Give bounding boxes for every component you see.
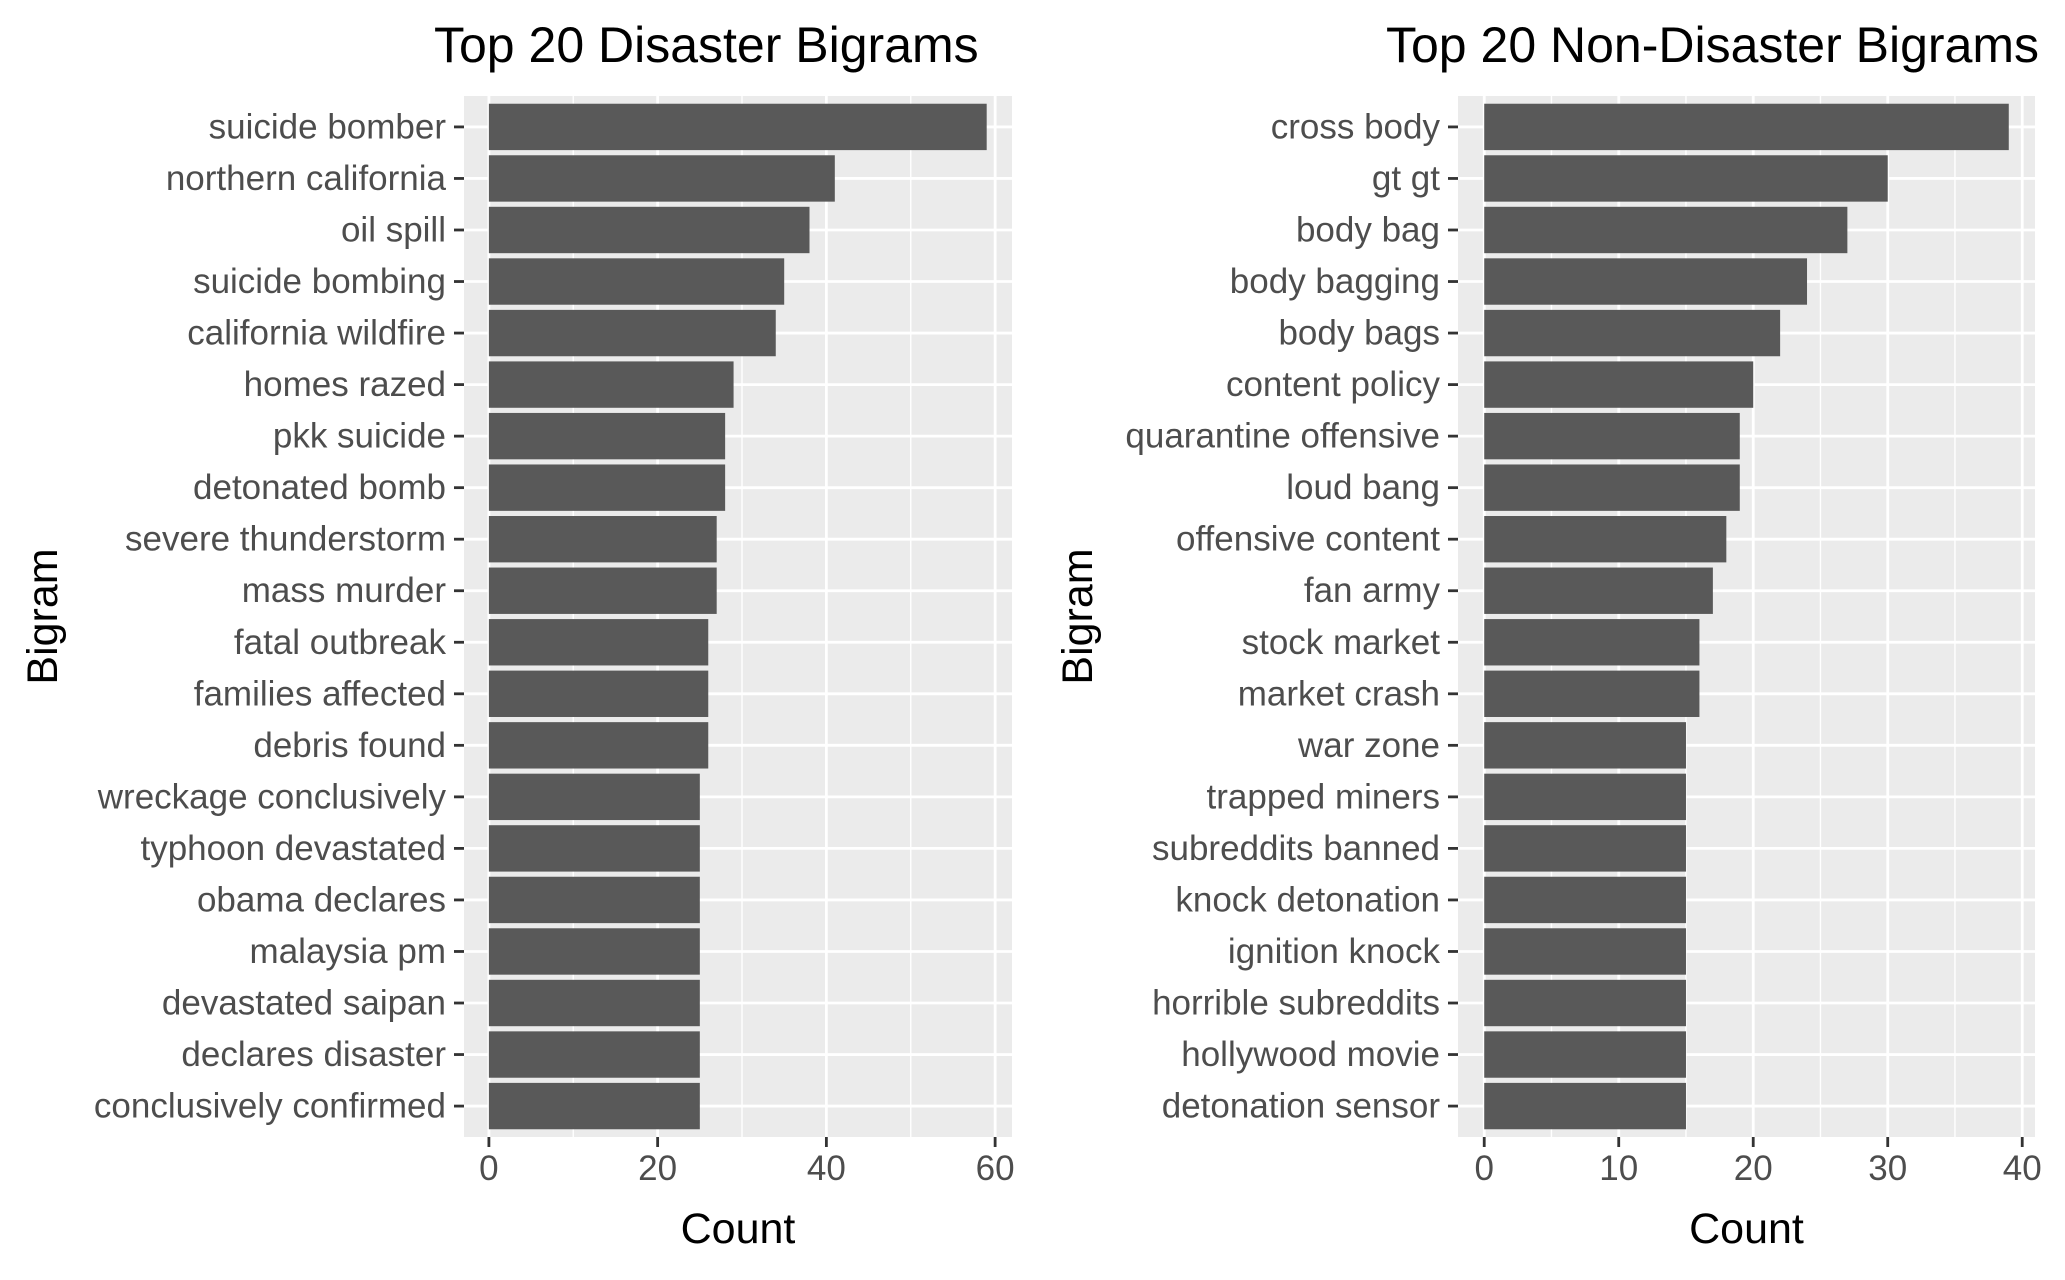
y-tick-label: knock detonation bbox=[1175, 880, 1440, 919]
y-tick-label: ignition knock bbox=[1228, 932, 1441, 971]
y-tick-label: fan army bbox=[1304, 571, 1441, 610]
bar bbox=[1484, 206, 1848, 254]
bar bbox=[1484, 412, 1740, 460]
bar bbox=[488, 619, 709, 666]
chart-panel-2: cross body gt gt body bag body bagging body … bbox=[1054, 17, 2042, 1253]
bar bbox=[1484, 825, 1686, 872]
bar bbox=[488, 773, 700, 821]
y-tick-label: malaysia pm bbox=[250, 932, 446, 971]
y-tick-label: california wildfire bbox=[187, 314, 446, 353]
y-tick-label: detonated bomb bbox=[193, 468, 446, 507]
bar bbox=[1484, 567, 1713, 614]
y-tick-label: body bag bbox=[1296, 210, 1440, 249]
x-tick-label: 30 bbox=[1868, 1149, 1907, 1188]
bar bbox=[1484, 361, 1754, 408]
y-tick-label: severe thunderstorm bbox=[125, 520, 446, 559]
y-tick-label: fatal outbreak bbox=[234, 623, 447, 662]
y-tick-label: conclusively confirmed bbox=[94, 1087, 446, 1126]
bar bbox=[488, 1031, 700, 1078]
bar bbox=[1484, 979, 1686, 1027]
bar bbox=[488, 103, 987, 151]
bar bbox=[1484, 928, 1686, 975]
bar bbox=[488, 567, 717, 614]
chart-title: Top 20 Non-Disaster Bigrams bbox=[1386, 17, 2039, 73]
y-tick-label: content policy bbox=[1226, 365, 1441, 404]
x-axis-title: Count bbox=[681, 1205, 796, 1253]
bar bbox=[1484, 619, 1700, 666]
x-tick-label: 60 bbox=[976, 1149, 1015, 1188]
bar bbox=[488, 1082, 700, 1130]
bar bbox=[488, 979, 700, 1027]
y-tick-label: families affected bbox=[194, 674, 446, 713]
y-axis-title: Bigram bbox=[19, 548, 67, 684]
y-tick-label: body bags bbox=[1278, 314, 1440, 353]
bar bbox=[488, 722, 709, 769]
bar bbox=[488, 876, 700, 924]
bar bbox=[488, 258, 785, 305]
x-axis-title: Count bbox=[1689, 1205, 1804, 1253]
bar bbox=[488, 825, 700, 872]
y-tick-label: suicide bomber bbox=[209, 107, 447, 146]
bar bbox=[1484, 722, 1686, 769]
bar bbox=[1484, 155, 1888, 202]
y-tick-label: body bagging bbox=[1230, 262, 1440, 301]
y-tick-label: hollywood movie bbox=[1181, 1035, 1440, 1074]
y-tick-label: debris found bbox=[253, 726, 446, 765]
bar bbox=[1484, 516, 1727, 563]
y-tick-label: homes razed bbox=[244, 365, 446, 404]
y-tick-label: loud bang bbox=[1286, 468, 1440, 507]
y-tick-label: quarantine offensive bbox=[1125, 417, 1440, 456]
bar bbox=[488, 155, 835, 202]
bar bbox=[1484, 670, 1700, 717]
y-tick-label: offensive content bbox=[1176, 520, 1440, 559]
y-tick-label: pkk suicide bbox=[273, 417, 446, 456]
bar bbox=[488, 464, 726, 511]
y-tick-label: trapped miners bbox=[1207, 777, 1440, 816]
x-tick-label: 40 bbox=[2003, 1149, 2042, 1188]
x-tick-label: 40 bbox=[807, 1149, 846, 1188]
bar bbox=[488, 361, 734, 408]
x-tick-label: 0 bbox=[479, 1149, 498, 1188]
y-tick-label: mass murder bbox=[242, 571, 447, 610]
y-tick-label: stock market bbox=[1242, 623, 1441, 662]
chart-panel-1: suicide bomber northern california oil spi… bbox=[19, 17, 1015, 1253]
x-tick-label: 20 bbox=[1734, 1149, 1773, 1188]
y-tick-label: typhoon devastated bbox=[140, 829, 446, 868]
bar bbox=[488, 309, 776, 357]
y-tick-label: war zone bbox=[1297, 726, 1440, 765]
y-tick-label: cross body bbox=[1271, 107, 1441, 146]
y-tick-label: market crash bbox=[1238, 674, 1440, 713]
bar bbox=[488, 412, 726, 460]
bar bbox=[488, 516, 717, 563]
chart-title: Top 20 Disaster Bigrams bbox=[434, 17, 979, 73]
x-tick-label: 20 bbox=[638, 1149, 677, 1188]
y-tick-label: oil spill bbox=[341, 210, 446, 249]
y-tick-label: detonation sensor bbox=[1162, 1087, 1441, 1126]
bar bbox=[1484, 464, 1740, 511]
bar bbox=[488, 206, 810, 254]
y-tick-label: wreckage conclusively bbox=[97, 777, 447, 816]
y-tick-label: devastated saipan bbox=[162, 984, 446, 1023]
x-tick-label: 10 bbox=[1599, 1149, 1638, 1188]
bar bbox=[1484, 876, 1686, 924]
y-tick-label: horrible subreddits bbox=[1152, 984, 1440, 1023]
y-tick-label: gt gt bbox=[1372, 159, 1440, 198]
y-tick-label: subreddits banned bbox=[1152, 829, 1440, 868]
y-tick-label: declares disaster bbox=[181, 1035, 446, 1074]
bar bbox=[1484, 773, 1686, 821]
x-tick-label: 0 bbox=[1474, 1149, 1493, 1188]
bar bbox=[1484, 103, 2009, 151]
bar bbox=[1484, 309, 1781, 357]
y-tick-label: northern california bbox=[166, 159, 447, 198]
bar bbox=[488, 670, 709, 717]
y-tick-label: suicide bombing bbox=[193, 262, 446, 301]
y-tick-label: obama declares bbox=[197, 880, 446, 919]
y-axis-title: Bigram bbox=[1054, 548, 1102, 684]
bar bbox=[1484, 1082, 1686, 1130]
bar bbox=[488, 928, 700, 975]
bar bbox=[1484, 1031, 1686, 1078]
bar bbox=[1484, 258, 1808, 305]
